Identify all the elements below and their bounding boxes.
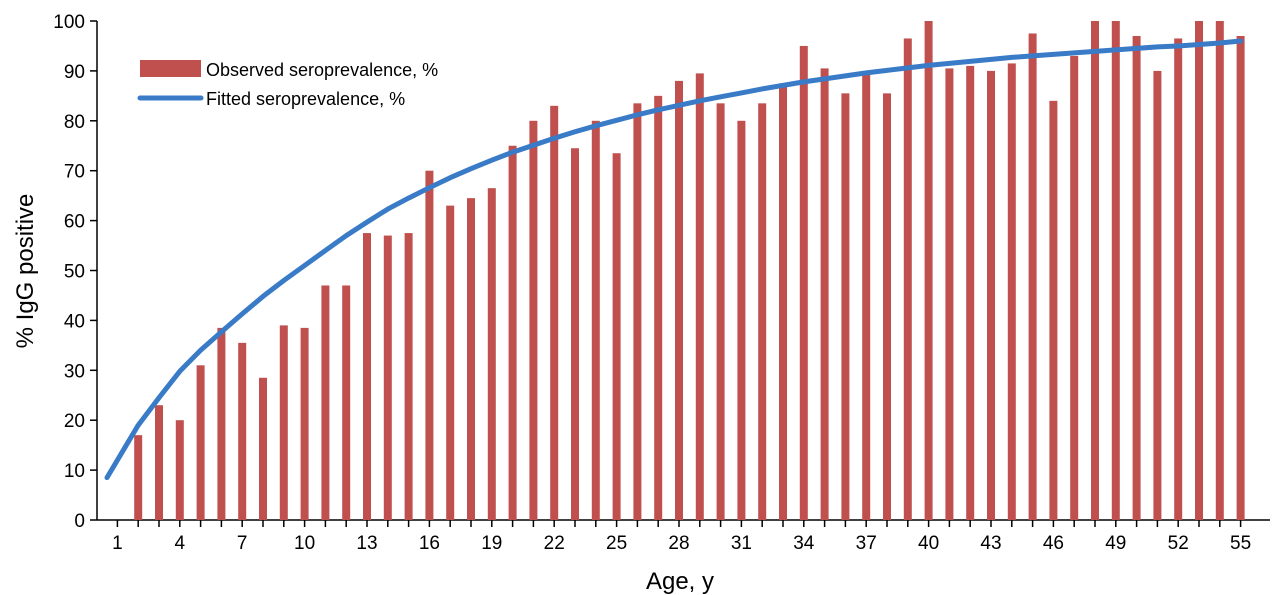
- y-axis-title: % IgG positive: [12, 194, 39, 349]
- observed-bar: [633, 103, 642, 521]
- x-tick-label: 13: [356, 533, 377, 554]
- observed-bar: [508, 145, 517, 520]
- y-tick-label: 50: [64, 262, 85, 283]
- observed-bar: [799, 45, 808, 520]
- legend-observed-label: Observed seroprevalence, %: [206, 60, 438, 80]
- legend-bar-swatch: [140, 60, 201, 77]
- observed-bar: [238, 342, 247, 520]
- observed-bar: [1195, 21, 1203, 520]
- x-tick-label: 16: [419, 533, 440, 554]
- observed-bar: [883, 93, 891, 520]
- observed-bar: [1028, 33, 1037, 520]
- x-tick-label: 25: [606, 533, 627, 554]
- observed-bars: [134, 21, 1245, 521]
- x-tick-label: 55: [1230, 533, 1251, 554]
- x-tick-label: 1: [112, 533, 123, 554]
- y-tick-label: 90: [64, 62, 85, 83]
- observed-bar: [841, 93, 850, 520]
- observed-bar: [550, 105, 559, 520]
- observed-bar: [1091, 21, 1099, 520]
- x-tick-label: 49: [1105, 533, 1126, 554]
- x-tick-label: 34: [793, 533, 815, 554]
- observed-bar: [1049, 100, 1058, 520]
- observed-bar: [1236, 35, 1245, 520]
- observed-bar: [425, 170, 434, 520]
- x-tick-label: 19: [481, 533, 502, 554]
- observed-bar: [924, 21, 933, 520]
- x-axis-ticks: 1 4 7 10 13 16 19 22 25 28 31 34 37 40 43 46 49 52 55: [112, 520, 1251, 554]
- y-axis-ticks: 0 10 20 30 40 50 60 70 80 90 100: [53, 12, 97, 532]
- observed-bar: [487, 188, 496, 521]
- observed-bar: [446, 205, 455, 520]
- observed-bar: [945, 68, 954, 520]
- observed-bar: [155, 405, 163, 520]
- legend-fitted-label: Fitted seroprevalence, %: [206, 89, 405, 109]
- observed-bar: [321, 285, 330, 520]
- x-tick-label: 7: [237, 533, 248, 554]
- observed-bar: [779, 83, 787, 520]
- observed-bar: [571, 148, 579, 520]
- observed-bar: [529, 120, 538, 521]
- observed-bar: [903, 38, 912, 521]
- observed-bar: [1007, 63, 1016, 520]
- plot-area: 0 10 20 30 40 50 60 70 80 90 100 1 4 7 10 13 16 19 22 25 28…: [53, 12, 1270, 554]
- observed-bar: [1070, 55, 1079, 521]
- observed-bar: [363, 233, 371, 520]
- y-tick-label: 30: [64, 361, 85, 382]
- observed-bar: [1174, 38, 1183, 521]
- observed-bar: [737, 120, 746, 521]
- x-tick-label: 43: [980, 533, 1001, 554]
- observed-bar: [716, 103, 725, 521]
- x-tick-label: 40: [918, 533, 939, 554]
- x-tick-label: 28: [668, 533, 689, 554]
- y-tick-label: 20: [64, 411, 85, 432]
- observed-bar: [1215, 21, 1224, 520]
- x-tick-label: 22: [544, 533, 565, 554]
- x-axis-title: Age, y: [646, 568, 714, 595]
- observed-bar: [217, 327, 226, 520]
- observed-bar: [134, 435, 143, 520]
- observed-bar: [300, 327, 309, 520]
- y-tick-label: 80: [64, 112, 85, 133]
- observed-bar: [612, 153, 621, 521]
- observed-bar: [1153, 70, 1162, 521]
- observed-bar: [591, 120, 600, 521]
- y-tick-label: 10: [64, 461, 85, 482]
- y-tick-label: 70: [64, 162, 85, 183]
- observed-bar: [196, 365, 205, 520]
- fitted-seroprevalence-line: [104, 38, 1244, 481]
- observed-bar: [342, 285, 351, 520]
- observed-bar: [675, 80, 683, 520]
- y-tick-label: 0: [74, 511, 85, 532]
- observed-bar: [175, 420, 184, 520]
- legend: Observed seroprevalence, % Fitted seropr…: [137, 60, 438, 109]
- observed-bar: [1111, 21, 1120, 520]
- x-tick-label: 52: [1168, 533, 1189, 554]
- x-tick-label: 31: [731, 533, 752, 554]
- observed-bar: [1132, 35, 1141, 520]
- y-tick-label: 60: [64, 212, 85, 233]
- observed-bar: [695, 73, 704, 521]
- observed-bar: [987, 70, 995, 521]
- observed-bar: [259, 377, 267, 520]
- observed-bar: [404, 233, 413, 520]
- observed-bar: [862, 73, 871, 521]
- observed-bar: [966, 65, 975, 520]
- y-tick-label: 100: [53, 12, 85, 33]
- x-tick-label: 4: [175, 533, 186, 554]
- observed-bar: [820, 68, 829, 520]
- observed-bar: [758, 103, 767, 521]
- x-tick-label: 10: [294, 533, 315, 554]
- observed-bar: [654, 95, 663, 520]
- x-tick-label: 37: [856, 533, 877, 554]
- x-tick-label: 46: [1043, 533, 1064, 554]
- observed-bar: [279, 325, 288, 520]
- observed-bar: [383, 235, 392, 520]
- y-tick-label: 40: [64, 311, 85, 332]
- observed-bar: [467, 198, 475, 520]
